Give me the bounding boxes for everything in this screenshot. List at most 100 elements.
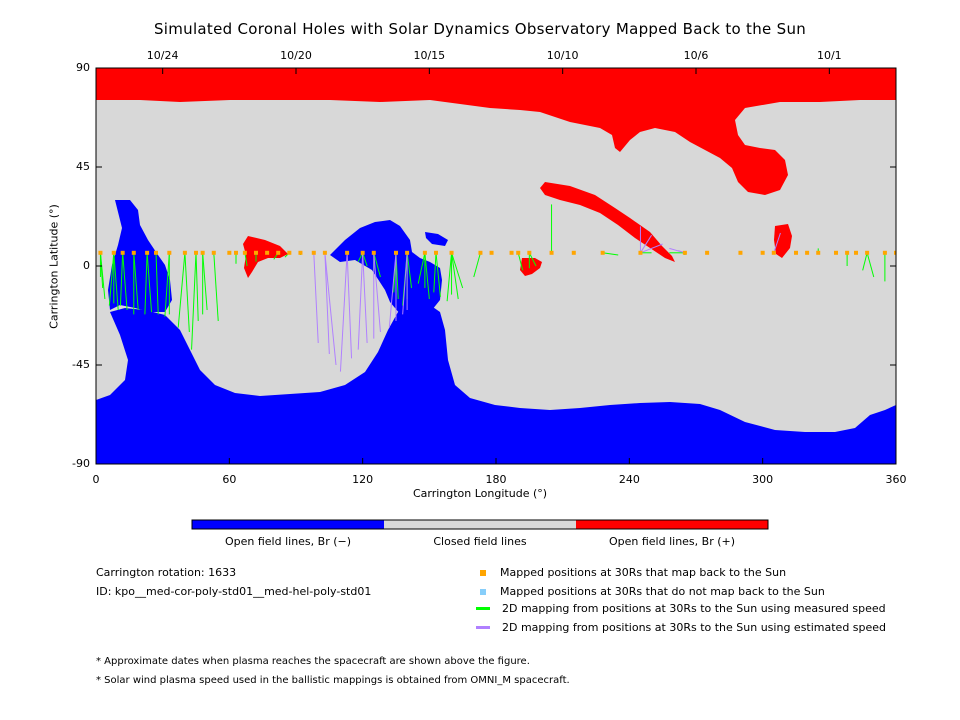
mapped-point (509, 250, 514, 255)
legend-swatch (480, 588, 486, 595)
mapped-point (345, 250, 350, 255)
measured-mapping-line (195, 252, 199, 322)
mapped-point (816, 250, 821, 255)
measured-mapping-line (133, 252, 139, 311)
y-tick-label: -45 (72, 358, 90, 371)
mapped-point (227, 250, 232, 255)
measured-mapping-line (373, 252, 381, 278)
footnote-dates: * Approximate dates when plasma reaches … (96, 656, 530, 667)
mapped-point (489, 250, 494, 255)
south-polar-coronal-hole (96, 305, 896, 464)
mapped-point (449, 250, 454, 255)
colorbar-neg (192, 520, 384, 529)
mapped-point (834, 250, 838, 255)
mapped-point (154, 250, 158, 255)
colorbar-closed (384, 520, 576, 529)
measured-mapping-line (113, 252, 119, 311)
mapped-point (571, 250, 576, 255)
legend-swatch (480, 569, 486, 576)
positive-blob-lon195 (520, 258, 542, 276)
legend-item-mapped: Mapped positions at 30Rs that map back t… (476, 566, 786, 579)
date-tick-label: 10/24 (146, 49, 179, 62)
x-tick-label: 120 (352, 473, 374, 486)
negative-hole-lon15 (108, 200, 172, 312)
x-tick-label: 240 (618, 473, 640, 486)
mapped-point (287, 250, 292, 255)
mapped-point (638, 250, 643, 255)
y-tick-label: -90 (72, 457, 90, 470)
date-tick-label: 10/10 (546, 49, 579, 62)
estimated-mapping-line (313, 252, 319, 344)
colorbar-label-neg: Open field lines, Br (−) (224, 535, 352, 548)
mapped-point (894, 250, 896, 255)
axis-ticks (95, 67, 897, 465)
measured-mapping-line (451, 252, 464, 289)
mapped-point (478, 250, 483, 255)
measured-mapping-line (164, 252, 170, 317)
y-tick-label: 0 (83, 259, 90, 272)
x-axis-title: Carrington Longitude (°) (412, 487, 548, 500)
measured-mapping-line (424, 252, 430, 300)
mapped-point (211, 250, 216, 255)
legend-swatch (476, 607, 490, 610)
measured-mapping-line (144, 252, 148, 315)
mapped-point (882, 250, 887, 255)
measured-mapping-line (435, 252, 441, 297)
y-tick-label: 90 (76, 61, 90, 74)
mapped-point (98, 250, 103, 255)
mapped-point (422, 250, 427, 255)
mapped-point (145, 250, 150, 255)
mapped-point (371, 250, 376, 255)
measured-mapping-line (362, 252, 368, 267)
date-tick-label: 10/1 (816, 49, 842, 62)
mapped-point (360, 250, 365, 255)
estimated-mapping-line (773, 232, 781, 253)
colorbar-label-pos: Open field lines, Br (+) (608, 535, 736, 548)
mapped-point (738, 250, 743, 255)
estimated-mapping-line (346, 252, 353, 359)
measured-mapping-line (146, 252, 153, 313)
mapped-point (434, 250, 438, 255)
legend-label: 2D mapping from positions at 30Rs to the… (502, 602, 886, 615)
mapped-point (111, 250, 116, 255)
measured-mapping-line (202, 252, 208, 311)
measured-mapping-line (602, 252, 619, 256)
legend-item-estimated: 2D mapping from positions at 30Rs to the… (476, 621, 886, 634)
mapped-point (311, 250, 316, 255)
mapped-point (120, 250, 125, 255)
north-polar-coronal-hole (96, 68, 896, 195)
estimated-mapping-line (339, 252, 348, 372)
estimated-mapping-line (324, 252, 330, 355)
mapped-point (760, 250, 765, 255)
measured-mapping-line (119, 252, 124, 306)
estimated-mapping-line (362, 252, 368, 344)
mapped-point (131, 250, 136, 255)
x-tick-label: 360 (885, 473, 907, 486)
mapped-point (682, 250, 687, 255)
measured-mapping-line (191, 252, 197, 350)
mapped-point (265, 250, 270, 255)
negative-blob-lon145 (425, 232, 448, 246)
measured-mapping-line (446, 252, 453, 302)
mapped-point (771, 250, 776, 255)
legend-swatch (476, 626, 490, 629)
date-tick-label: 10/6 (683, 49, 709, 62)
y-tick-label: 45 (76, 160, 90, 173)
colorbar-pos (576, 520, 768, 529)
legend-item-measured: 2D mapping from positions at 30Rs to the… (476, 602, 886, 615)
mapped-point (298, 250, 303, 255)
negative-hole-lon120 (330, 220, 442, 314)
mapped-point (845, 250, 850, 255)
measured-mapping-line (417, 252, 426, 284)
mapped-point (854, 250, 858, 255)
estimated-mapping-line (640, 234, 652, 254)
measured-mapping-line (155, 252, 159, 315)
mapped-point (276, 250, 281, 255)
chart-title: Simulated Coronal Holes with Solar Dynam… (153, 20, 807, 38)
mapped-point (194, 250, 198, 255)
x-tick-label: 0 (92, 473, 100, 486)
legend-item-unmapped: Mapped positions at 30Rs that do not map… (476, 585, 825, 598)
estimated-mapping-line (388, 252, 397, 328)
mapped-point (516, 250, 521, 255)
